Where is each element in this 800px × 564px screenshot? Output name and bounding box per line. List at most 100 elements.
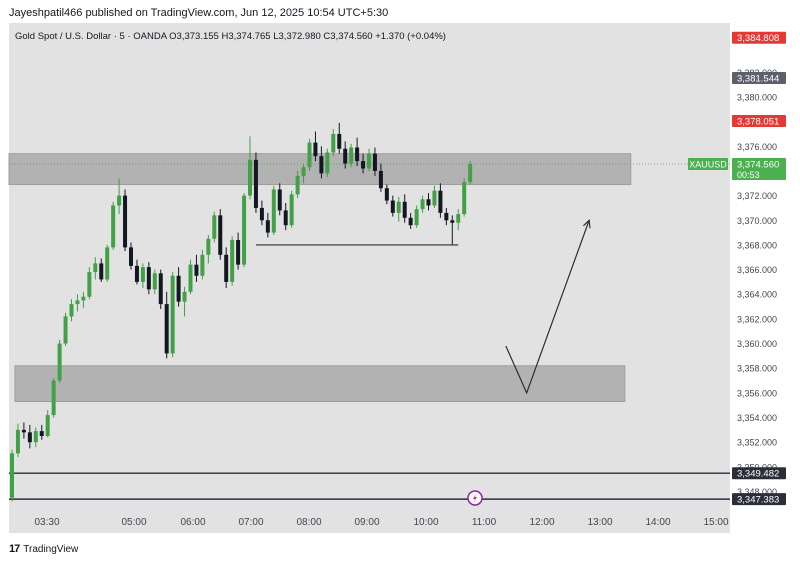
- symbol-tag-label: XAUUSD: [689, 160, 727, 170]
- candle-body: [152, 273, 157, 290]
- candle-body: [325, 152, 330, 174]
- x-tick-label: 09:00: [354, 517, 379, 528]
- x-tick-label: 05:00: [121, 517, 146, 528]
- candle-body: [146, 267, 151, 290]
- candle-body: [319, 156, 324, 174]
- candle-body: [468, 164, 473, 183]
- y-tick-label: 3,368.000: [737, 240, 777, 250]
- legend-high: H3,374.765: [221, 31, 271, 42]
- candle-body: [93, 263, 98, 273]
- candle-body: [21, 429, 26, 433]
- candle-body: [408, 217, 413, 226]
- candle-body: [242, 195, 247, 265]
- price-tag-label: 3,349.482: [737, 469, 779, 480]
- candle-body: [289, 194, 294, 226]
- candle-body: [176, 275, 181, 302]
- candle-body: [81, 296, 86, 301]
- price-tag-label: 3,347.383: [737, 495, 779, 506]
- candle-body: [384, 188, 389, 201]
- candle-body: [87, 272, 92, 297]
- candle-body: [15, 429, 20, 454]
- y-tick-label: 3,352.000: [737, 438, 777, 448]
- x-tick-label: 12:00: [529, 517, 554, 528]
- price-tag-box: [732, 71, 786, 84]
- candle-body: [188, 264, 193, 292]
- price-tag-box: [732, 115, 786, 128]
- price-axis[interactable]: [730, 23, 800, 533]
- candle-body: [63, 316, 68, 344]
- candle-body: [194, 264, 199, 276]
- candle-body: [372, 153, 377, 171]
- candle-body: [39, 431, 44, 437]
- x-tick-label: 07:00: [238, 517, 263, 528]
- y-tick-label: 3,358.000: [737, 364, 777, 374]
- legend-symbol: Gold Spot / U.S. Dollar · 5 · OANDA: [15, 31, 167, 42]
- x-tick-label: 10:00: [413, 517, 438, 528]
- publisher-line: Jayeshpatil466 published on TradingView.…: [9, 7, 389, 19]
- price-tag-label: 3,381.544: [737, 73, 779, 84]
- candle-body: [253, 159, 258, 208]
- x-tick-label: 15:00: [703, 517, 728, 528]
- legend-low: L3,372.980: [273, 31, 321, 42]
- zone-rect-1: [14, 365, 626, 403]
- candle-body: [295, 175, 300, 195]
- candle-body: [307, 142, 312, 168]
- candle-body: [361, 161, 366, 169]
- candle-body: [158, 273, 163, 305]
- candle-body: [349, 147, 354, 164]
- symbol-tag-box: [688, 158, 728, 171]
- x-tick-label: 06:00: [180, 517, 205, 528]
- symbol-legend: Gold Spot / U.S. Dollar · 5 · OANDA O3,3…: [15, 31, 446, 42]
- legend-change: +1.370 (+0.04%): [375, 31, 446, 42]
- candle-body: [313, 142, 318, 157]
- candle-body: [438, 190, 443, 213]
- y-tick-label: 3,372.000: [737, 191, 777, 201]
- chart-pane[interactable]: [9, 23, 730, 533]
- price-tag-countdown: 00:53: [737, 170, 760, 180]
- candle-body: [271, 189, 276, 233]
- price-tag-label: 3,384.808: [737, 33, 779, 44]
- candle-body: [51, 380, 56, 416]
- candle-body: [224, 254, 229, 282]
- candle-body: [33, 431, 38, 443]
- candle-body: [444, 212, 449, 221]
- projection-path: [505, 220, 590, 395]
- candle-body: [75, 300, 80, 305]
- candle-body: [218, 215, 223, 255]
- candle-body: [140, 267, 145, 282]
- candle-body: [265, 220, 270, 233]
- candle-body: [236, 239, 241, 265]
- legend-open: O3,373.155: [169, 31, 219, 42]
- y-tick-label: 3,348.000: [737, 487, 777, 497]
- y-tick-label: 3,376.000: [737, 142, 777, 152]
- candle-body: [10, 453, 14, 498]
- candle-body: [134, 265, 139, 282]
- footer-brand[interactable]: 17 TradingView: [9, 543, 78, 555]
- candle-body: [170, 275, 175, 354]
- price-tag-box: [732, 158, 786, 181]
- candle-body: [129, 247, 133, 266]
- x-tick-label: 13:00: [587, 517, 612, 528]
- candle-body: [355, 147, 360, 162]
- candle-body: [111, 205, 116, 248]
- y-tick-label: 3,360.000: [737, 339, 777, 349]
- candle-body: [117, 195, 122, 206]
- candle-body: [248, 159, 252, 196]
- x-tick-label: 11:00: [472, 517, 497, 528]
- candle-body: [390, 200, 395, 213]
- candle-body: [462, 182, 467, 215]
- candle-body: [45, 415, 50, 437]
- candle-body: [331, 133, 336, 153]
- candle-body: [206, 238, 211, 255]
- y-tick-label: 3,362.000: [737, 314, 777, 324]
- candle-body: [57, 343, 62, 381]
- candle-body: [123, 195, 128, 248]
- price-tag-label: 3,374.560: [737, 160, 779, 171]
- y-tick-label: 3,354.000: [737, 413, 777, 423]
- price-tag-box: [732, 493, 786, 506]
- candle-body: [456, 214, 461, 223]
- candle-body: [99, 263, 104, 280]
- candle-body: [230, 239, 235, 282]
- candle-body: [105, 247, 110, 280]
